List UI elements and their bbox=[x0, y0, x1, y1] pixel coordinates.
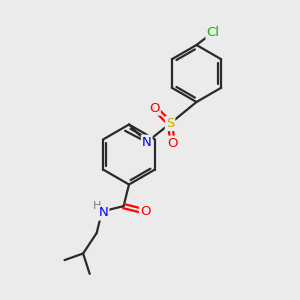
Text: Cl: Cl bbox=[206, 26, 220, 39]
Text: O: O bbox=[167, 136, 178, 150]
Text: N: N bbox=[142, 136, 152, 149]
Text: N: N bbox=[99, 206, 108, 220]
Text: H: H bbox=[92, 201, 101, 211]
Text: S: S bbox=[166, 117, 174, 130]
Text: O: O bbox=[140, 205, 150, 218]
Text: O: O bbox=[149, 101, 160, 115]
